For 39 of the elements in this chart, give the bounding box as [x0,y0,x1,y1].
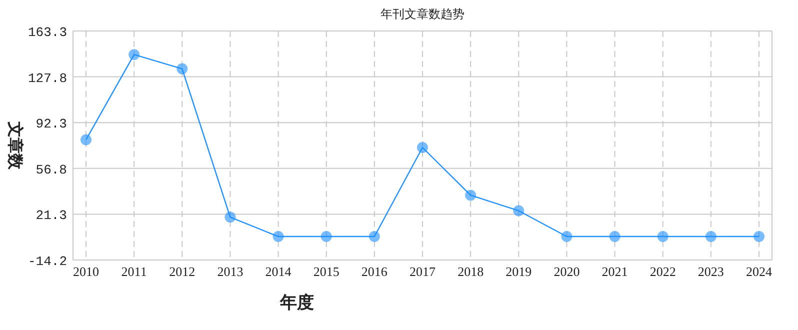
point [128,49,140,60]
x-tick-label: 2013 [217,264,244,279]
x-tick-label: 2017 [410,264,436,279]
x-tick-label: 2023 [698,264,724,279]
point [754,231,764,242]
point [224,212,236,223]
point [320,231,332,242]
point [417,142,428,153]
point [705,231,716,242]
x-axis-title: 年度 [279,293,314,312]
point [368,231,380,242]
x-tick-label: 2020 [554,264,580,279]
point [513,205,524,216]
x-tick-label: 2022 [650,264,676,279]
x-tick-label: 2024 [746,264,772,279]
y-tick-label: -14.2 [28,254,67,269]
y-tick-label: 21.3 [36,208,67,224]
point [561,231,572,242]
x-tick-label: 2014 [265,264,292,279]
chart-title: 年刊文章数趋势 [380,7,464,21]
x-tick-label: 2010 [73,264,99,279]
point [609,231,620,242]
y-axis-title: 文章数 [6,120,24,170]
y-tick-label: 127.8 [28,70,67,86]
x-tick-label: 2015 [313,264,340,279]
y-tick-label: 92.3 [36,116,67,132]
x-tick-label: 2018 [458,264,484,279]
x-tick-label: 2021 [602,264,628,279]
point [176,63,188,74]
point [80,134,92,146]
point [465,190,476,201]
x-tick-label: 2012 [169,264,196,279]
x-tick-label: 2011 [121,264,147,279]
y-tick-label: 56.8 [36,162,67,178]
point [657,231,668,242]
x-tick-label: 2019 [506,264,532,279]
y-tick-label: 163.3 [28,25,67,40]
point [272,231,284,242]
x-tick-label: 2016 [361,264,388,279]
